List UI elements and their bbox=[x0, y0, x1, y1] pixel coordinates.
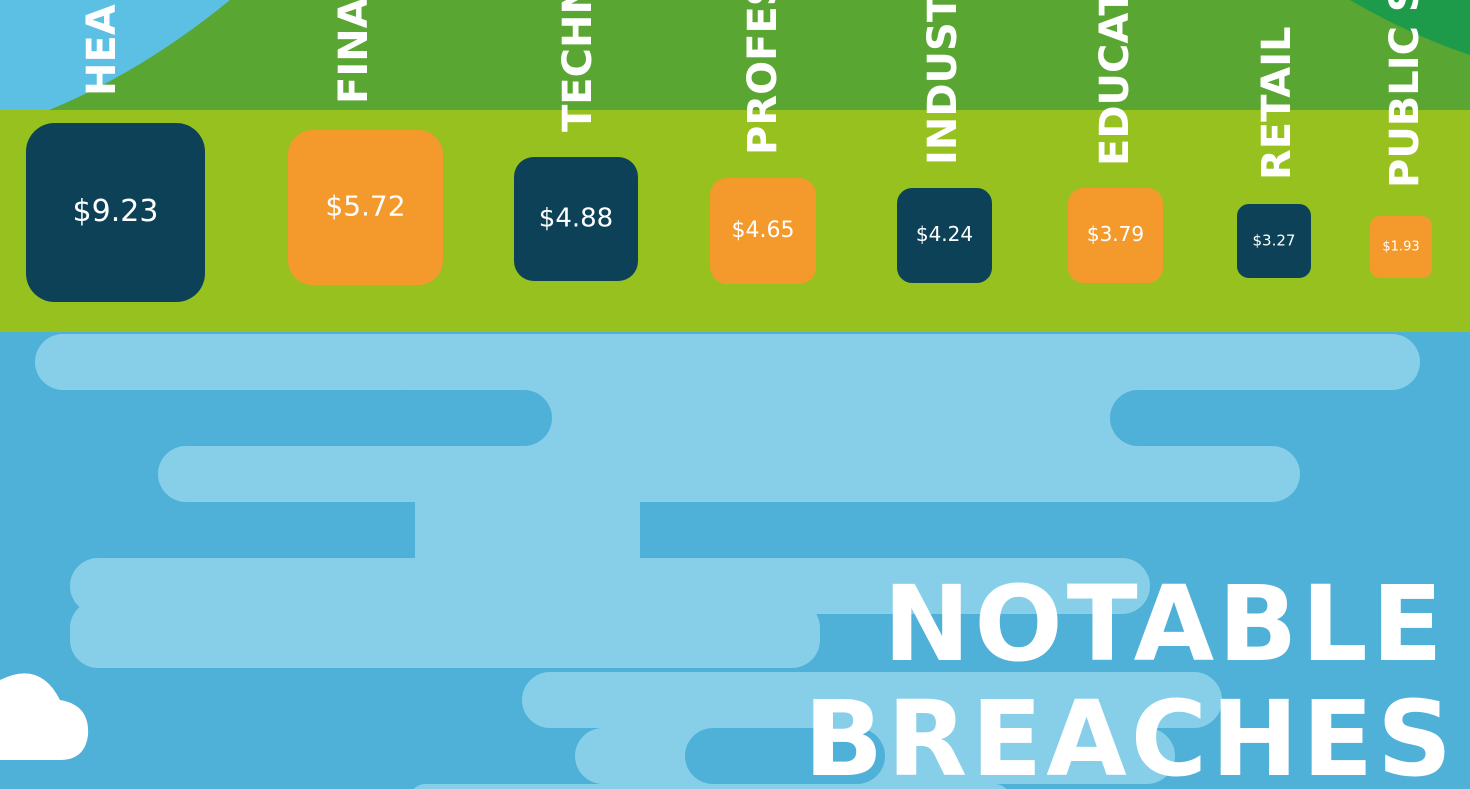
cost-label: $4.24 bbox=[916, 222, 973, 246]
cost-label: $4.88 bbox=[539, 204, 613, 234]
cost-label: $4.65 bbox=[732, 218, 795, 243]
cost-label: $3.27 bbox=[1253, 232, 1296, 250]
cost-label: $1.93 bbox=[1382, 240, 1419, 255]
section-title: BREACHES bbox=[804, 678, 1456, 789]
industry-label: HEA bbox=[79, 4, 125, 96]
page: NOTABLE BREACHES HEA $9.23 FINA $5.72 TECHN $… bbox=[0, 0, 1470, 789]
infographic: NOTABLE BREACHES HEA $9.23 FINA $5.72 TECHN $… bbox=[0, 0, 1470, 789]
cost-label: $9.23 bbox=[73, 194, 159, 229]
industry-label: PUBLIC S bbox=[1382, 0, 1428, 188]
industry-label: PROFES bbox=[740, 0, 786, 155]
section-title: NOTABLE bbox=[883, 563, 1446, 685]
top-band bbox=[0, 0, 1470, 112]
industry-label: INDUSTR bbox=[920, 0, 966, 165]
industry-label: EDUCAT bbox=[1092, 0, 1138, 166]
cost-label: $3.79 bbox=[1087, 222, 1144, 246]
industry-label: TECHN bbox=[555, 0, 601, 132]
industry-label: RETAIL bbox=[1254, 26, 1300, 180]
cost-label: $5.72 bbox=[325, 190, 405, 223]
industry-label: FINA bbox=[331, 0, 377, 104]
